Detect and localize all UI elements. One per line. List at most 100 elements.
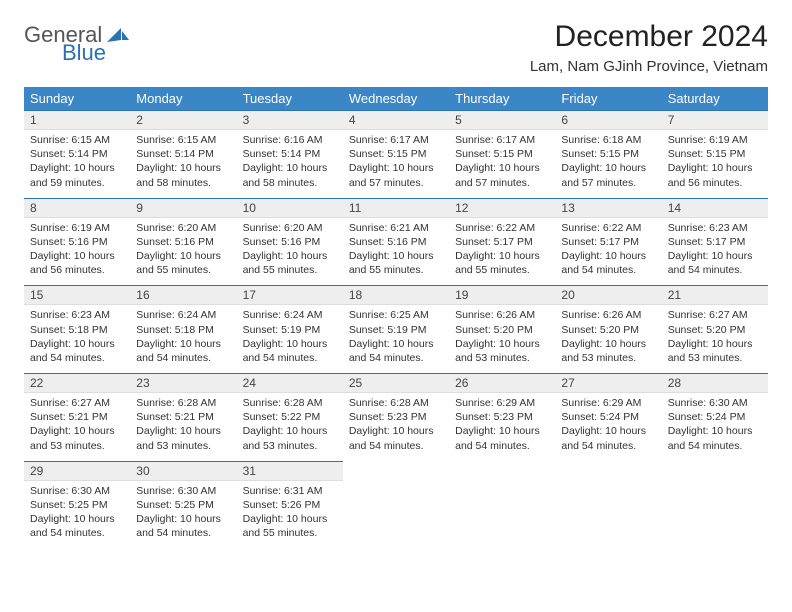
daylight-text: Daylight: 10 hours and 55 minutes. <box>349 249 443 277</box>
sunrise-text: Sunrise: 6:25 AM <box>349 308 443 322</box>
day-number: 13 <box>555 198 661 218</box>
daylight-text: Daylight: 10 hours and 53 minutes. <box>136 424 230 452</box>
sunset-text: Sunset: 5:14 PM <box>136 147 230 161</box>
day-cell: 20Sunrise: 6:26 AMSunset: 5:20 PMDayligh… <box>555 285 661 373</box>
day-content: Sunrise: 6:19 AMSunset: 5:15 PMDaylight:… <box>662 130 768 198</box>
day-content: Sunrise: 6:21 AMSunset: 5:16 PMDaylight:… <box>343 218 449 286</box>
sunrise-text: Sunrise: 6:17 AM <box>455 133 549 147</box>
sunrise-text: Sunrise: 6:21 AM <box>349 221 443 235</box>
day-cell <box>662 461 768 549</box>
day-header-sunday: Sunday <box>24 87 130 110</box>
sunset-text: Sunset: 5:17 PM <box>561 235 655 249</box>
day-number: 18 <box>343 285 449 305</box>
sunrise-text: Sunrise: 6:26 AM <box>455 308 549 322</box>
sunset-text: Sunset: 5:15 PM <box>561 147 655 161</box>
day-header-saturday: Saturday <box>662 87 768 110</box>
sunset-text: Sunset: 5:16 PM <box>136 235 230 249</box>
week-row: 29Sunrise: 6:30 AMSunset: 5:25 PMDayligh… <box>24 461 768 549</box>
sunrise-text: Sunrise: 6:30 AM <box>136 484 230 498</box>
day-number: 9 <box>130 198 236 218</box>
sunset-text: Sunset: 5:15 PM <box>349 147 443 161</box>
day-content: Sunrise: 6:19 AMSunset: 5:16 PMDaylight:… <box>24 218 130 286</box>
week-row: 15Sunrise: 6:23 AMSunset: 5:18 PMDayligh… <box>24 285 768 373</box>
daylight-text: Daylight: 10 hours and 53 minutes. <box>30 424 124 452</box>
day-content: Sunrise: 6:15 AMSunset: 5:14 PMDaylight:… <box>24 130 130 198</box>
day-content: Sunrise: 6:31 AMSunset: 5:26 PMDaylight:… <box>237 481 343 549</box>
day-cell <box>555 461 661 549</box>
sunrise-text: Sunrise: 6:28 AM <box>243 396 337 410</box>
day-number: 3 <box>237 110 343 130</box>
sunrise-text: Sunrise: 6:27 AM <box>668 308 762 322</box>
sunset-text: Sunset: 5:14 PM <box>30 147 124 161</box>
day-content: Sunrise: 6:16 AMSunset: 5:14 PMDaylight:… <box>237 130 343 198</box>
day-header-monday: Monday <box>130 87 236 110</box>
day-number: 2 <box>130 110 236 130</box>
calendar-table: SundayMondayTuesdayWednesdayThursdayFrid… <box>24 87 768 548</box>
daylight-text: Daylight: 10 hours and 54 minutes. <box>668 424 762 452</box>
sunset-text: Sunset: 5:25 PM <box>136 498 230 512</box>
day-cell: 30Sunrise: 6:30 AMSunset: 5:25 PMDayligh… <box>130 461 236 549</box>
sunset-text: Sunset: 5:16 PM <box>349 235 443 249</box>
day-header-thursday: Thursday <box>449 87 555 110</box>
sunrise-text: Sunrise: 6:23 AM <box>30 308 124 322</box>
day-cell: 26Sunrise: 6:29 AMSunset: 5:23 PMDayligh… <box>449 373 555 461</box>
day-cell: 4 Sunrise: 6:17 AMSunset: 5:15 PMDaylight… <box>343 110 449 198</box>
daylight-text: Daylight: 10 hours and 53 minutes. <box>455 337 549 365</box>
day-content: Sunrise: 6:30 AMSunset: 5:25 PMDaylight:… <box>24 481 130 549</box>
daylight-text: Daylight: 10 hours and 54 minutes. <box>136 337 230 365</box>
day-cell: 29Sunrise: 6:30 AMSunset: 5:25 PMDayligh… <box>24 461 130 549</box>
sunrise-text: Sunrise: 6:19 AM <box>668 133 762 147</box>
daylight-text: Daylight: 10 hours and 59 minutes. <box>30 161 124 189</box>
day-content: Sunrise: 6:22 AMSunset: 5:17 PMDaylight:… <box>449 218 555 286</box>
daylight-text: Daylight: 10 hours and 56 minutes. <box>668 161 762 189</box>
day-content: Sunrise: 6:28 AMSunset: 5:22 PMDaylight:… <box>237 393 343 461</box>
day-cell: 1Sunrise: 6:15 AMSunset: 5:14 PMDaylight… <box>24 110 130 198</box>
day-number: 22 <box>24 373 130 393</box>
sunrise-text: Sunrise: 6:29 AM <box>455 396 549 410</box>
daylight-text: Daylight: 10 hours and 58 minutes. <box>243 161 337 189</box>
day-content: Sunrise: 6:23 AMSunset: 5:17 PMDaylight:… <box>662 218 768 286</box>
day-cell: 25Sunrise: 6:28 AMSunset: 5:23 PMDayligh… <box>343 373 449 461</box>
day-content: Sunrise: 6:24 AMSunset: 5:18 PMDaylight:… <box>130 305 236 373</box>
daylight-text: Daylight: 10 hours and 57 minutes. <box>561 161 655 189</box>
daylight-text: Daylight: 10 hours and 57 minutes. <box>349 161 443 189</box>
day-cell: 6Sunrise: 6:18 AMSunset: 5:15 PMDaylight… <box>555 110 661 198</box>
day-cell: 14Sunrise: 6:23 AMSunset: 5:17 PMDayligh… <box>662 198 768 286</box>
day-cell: 19Sunrise: 6:26 AMSunset: 5:20 PMDayligh… <box>449 285 555 373</box>
daylight-text: Daylight: 10 hours and 55 minutes. <box>243 249 337 277</box>
daylight-text: Daylight: 10 hours and 58 minutes. <box>136 161 230 189</box>
daylight-text: Daylight: 10 hours and 54 minutes. <box>349 337 443 365</box>
sunrise-text: Sunrise: 6:17 AM <box>349 133 443 147</box>
day-number: 4 <box>343 110 449 130</box>
day-cell: 12Sunrise: 6:22 AMSunset: 5:17 PMDayligh… <box>449 198 555 286</box>
day-cell: 11Sunrise: 6:21 AMSunset: 5:16 PMDayligh… <box>343 198 449 286</box>
day-number: 29 <box>24 461 130 481</box>
sunrise-text: Sunrise: 6:20 AM <box>136 221 230 235</box>
logo-text-blue: Blue <box>62 42 129 64</box>
sunrise-text: Sunrise: 6:26 AM <box>561 308 655 322</box>
sunset-text: Sunset: 5:16 PM <box>30 235 124 249</box>
daylight-text: Daylight: 10 hours and 54 minutes. <box>668 249 762 277</box>
sunset-text: Sunset: 5:21 PM <box>136 410 230 424</box>
day-number: 20 <box>555 285 661 305</box>
sunrise-text: Sunrise: 6:28 AM <box>349 396 443 410</box>
sunset-text: Sunset: 5:20 PM <box>455 323 549 337</box>
day-number: 15 <box>24 285 130 305</box>
daylight-text: Daylight: 10 hours and 55 minutes. <box>243 512 337 540</box>
sunrise-text: Sunrise: 6:22 AM <box>561 221 655 235</box>
sunset-text: Sunset: 5:22 PM <box>243 410 337 424</box>
day-content: Sunrise: 6:15 AMSunset: 5:14 PMDaylight:… <box>130 130 236 198</box>
sunset-text: Sunset: 5:26 PM <box>243 498 337 512</box>
sunrise-text: Sunrise: 6:16 AM <box>243 133 337 147</box>
sunset-text: Sunset: 5:19 PM <box>349 323 443 337</box>
sunrise-text: Sunrise: 6:31 AM <box>243 484 337 498</box>
sunrise-text: Sunrise: 6:20 AM <box>243 221 337 235</box>
day-number: 14 <box>662 198 768 218</box>
day-content: Sunrise: 6:25 AMSunset: 5:19 PMDaylight:… <box>343 305 449 373</box>
daylight-text: Daylight: 10 hours and 54 minutes. <box>349 424 443 452</box>
day-cell: 24Sunrise: 6:28 AMSunset: 5:22 PMDayligh… <box>237 373 343 461</box>
day-cell <box>343 461 449 549</box>
sunset-text: Sunset: 5:23 PM <box>349 410 443 424</box>
day-content: Sunrise: 6:23 AMSunset: 5:18 PMDaylight:… <box>24 305 130 373</box>
sunrise-text: Sunrise: 6:30 AM <box>30 484 124 498</box>
